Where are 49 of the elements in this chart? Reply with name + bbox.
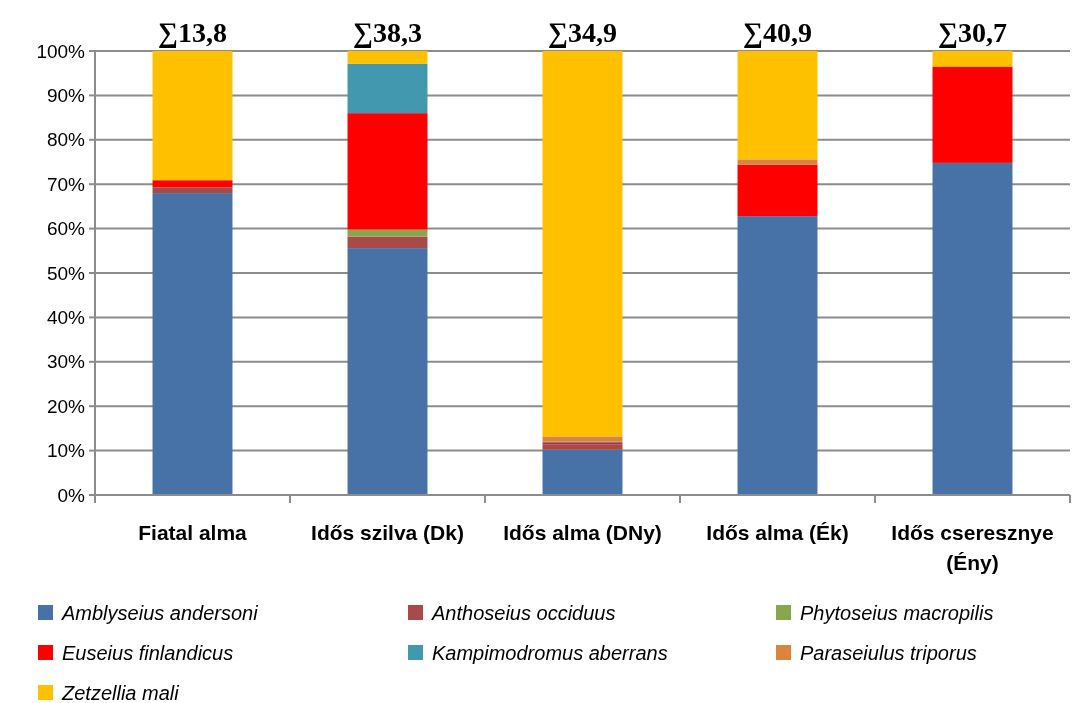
x-tick-label: Fiatal alma	[138, 521, 248, 544]
bar	[347, 51, 428, 64]
y-tick-label: 80%	[46, 129, 86, 151]
bar	[347, 63, 428, 114]
y-tick-label: 30%	[46, 351, 86, 373]
bar	[932, 162, 1013, 495]
bar	[542, 444, 623, 450]
y-tick-label: 10%	[46, 440, 86, 462]
annotation: ∑30,7	[938, 17, 1007, 48]
bar	[932, 66, 1013, 163]
bar	[542, 449, 623, 495]
bar	[737, 164, 818, 217]
y-tick-label: 70%	[46, 173, 86, 195]
y-tick-label: 50%	[46, 262, 86, 284]
bar	[152, 193, 233, 495]
bar	[737, 216, 818, 495]
y-tick-label: 60%	[46, 218, 86, 240]
legend-label: Amblyseius andersoni	[61, 602, 259, 624]
bar	[737, 159, 818, 165]
x-tick-label: Idős alma (DNy)	[503, 521, 662, 544]
legend-label: Zetzellia mali	[61, 682, 180, 703]
y-tick-label: 90%	[46, 85, 86, 107]
bar	[542, 51, 623, 437]
legend-label: Kampimodromus aberrans	[432, 642, 668, 664]
bar	[152, 51, 233, 181]
bar	[347, 248, 428, 495]
y-tick-label: 100%	[36, 40, 86, 62]
bar	[152, 187, 233, 194]
x-tick-label: Idős alma (Ék)	[706, 521, 849, 544]
bar	[152, 180, 233, 188]
annotation: ∑13,8	[158, 17, 227, 48]
legend-label: Paraseiulus triporus	[800, 642, 977, 664]
legend-label: Phytoseius macropilis	[800, 602, 994, 624]
y-tick-label: 0%	[57, 484, 86, 506]
x-tick-label: Idős szilva (Dk)	[311, 521, 464, 544]
annotation: ∑38,3	[353, 17, 422, 48]
bar	[347, 236, 428, 249]
bar	[737, 51, 818, 160]
bar	[347, 229, 428, 237]
y-tick-label: 40%	[46, 307, 86, 329]
bar	[932, 51, 1013, 67]
legend-label: Euseius finlandicus	[62, 642, 234, 664]
x-tick-label: Idős cseresznye (Ény)	[891, 521, 1054, 574]
bar	[542, 436, 623, 442]
annotation: ∑40,9	[743, 17, 812, 48]
annotation: ∑34,9	[548, 17, 617, 48]
legend-label: Anthoseius occiduus	[431, 602, 616, 624]
y-tick-label: 20%	[46, 395, 86, 417]
bar	[347, 113, 428, 230]
